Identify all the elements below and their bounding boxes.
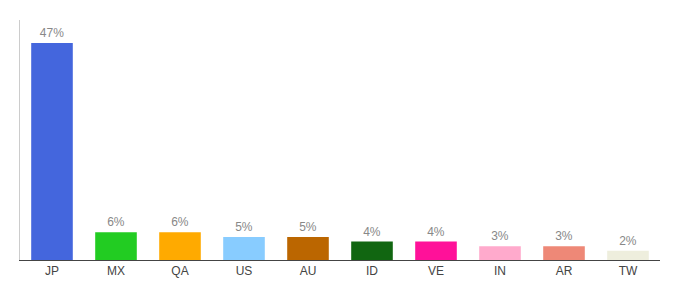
svg-text:QA: QA (171, 264, 188, 278)
svg-text:US: US (236, 264, 253, 278)
svg-text:6%: 6% (171, 215, 189, 229)
svg-text:AU: AU (300, 264, 317, 278)
svg-text:ID: ID (366, 264, 378, 278)
svg-text:IN: IN (494, 264, 506, 278)
svg-text:4%: 4% (427, 225, 445, 239)
svg-text:5%: 5% (299, 220, 317, 234)
svg-text:TW: TW (619, 264, 638, 278)
svg-text:AR: AR (556, 264, 573, 278)
svg-text:3%: 3% (491, 229, 509, 243)
svg-text:5%: 5% (235, 220, 253, 234)
svg-text:MX: MX (107, 264, 125, 278)
svg-text:6%: 6% (107, 215, 125, 229)
svg-text:3%: 3% (555, 229, 573, 243)
svg-text:VE: VE (428, 264, 444, 278)
svg-text:47%: 47% (40, 26, 64, 40)
svg-text:2%: 2% (619, 234, 637, 248)
svg-text:4%: 4% (363, 225, 381, 239)
svg-text:JP: JP (45, 264, 59, 278)
